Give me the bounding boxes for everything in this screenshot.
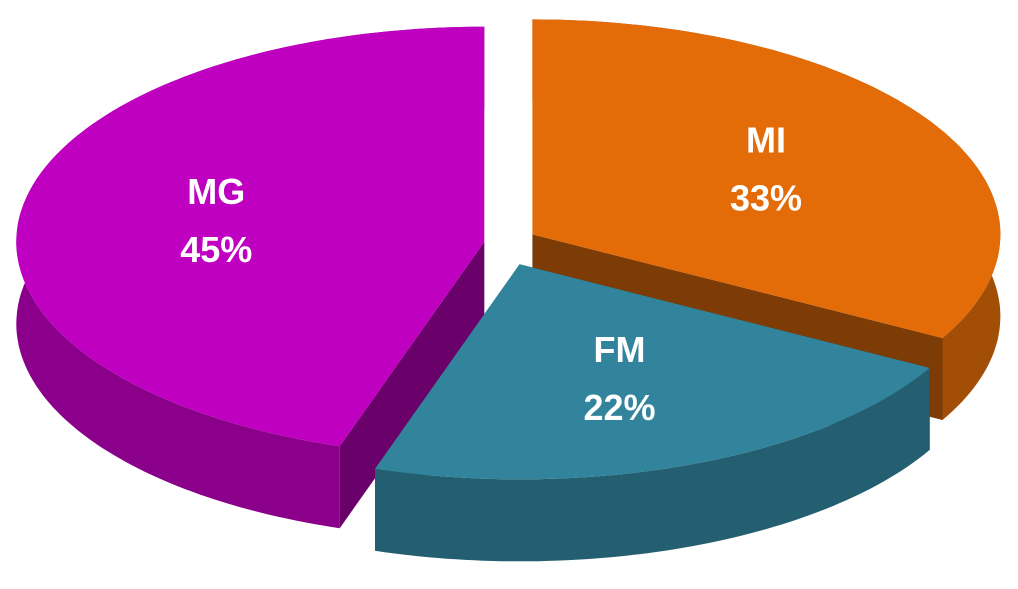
- slice-top: [16, 26, 485, 447]
- slice-wall: [339, 241, 485, 529]
- slice-value-label: 33%: [730, 177, 802, 218]
- slice-value-label: 45%: [180, 229, 252, 270]
- slice: [375, 264, 930, 562]
- slice-value-label: 22%: [583, 387, 655, 428]
- slice-label: MI: [746, 119, 786, 160]
- slice: [16, 26, 485, 529]
- slice-side: [375, 367, 930, 562]
- slice-label: FM: [594, 329, 646, 370]
- slice-top: [532, 19, 1001, 339]
- slice-top: [375, 264, 930, 480]
- slice-label: MG: [187, 171, 245, 212]
